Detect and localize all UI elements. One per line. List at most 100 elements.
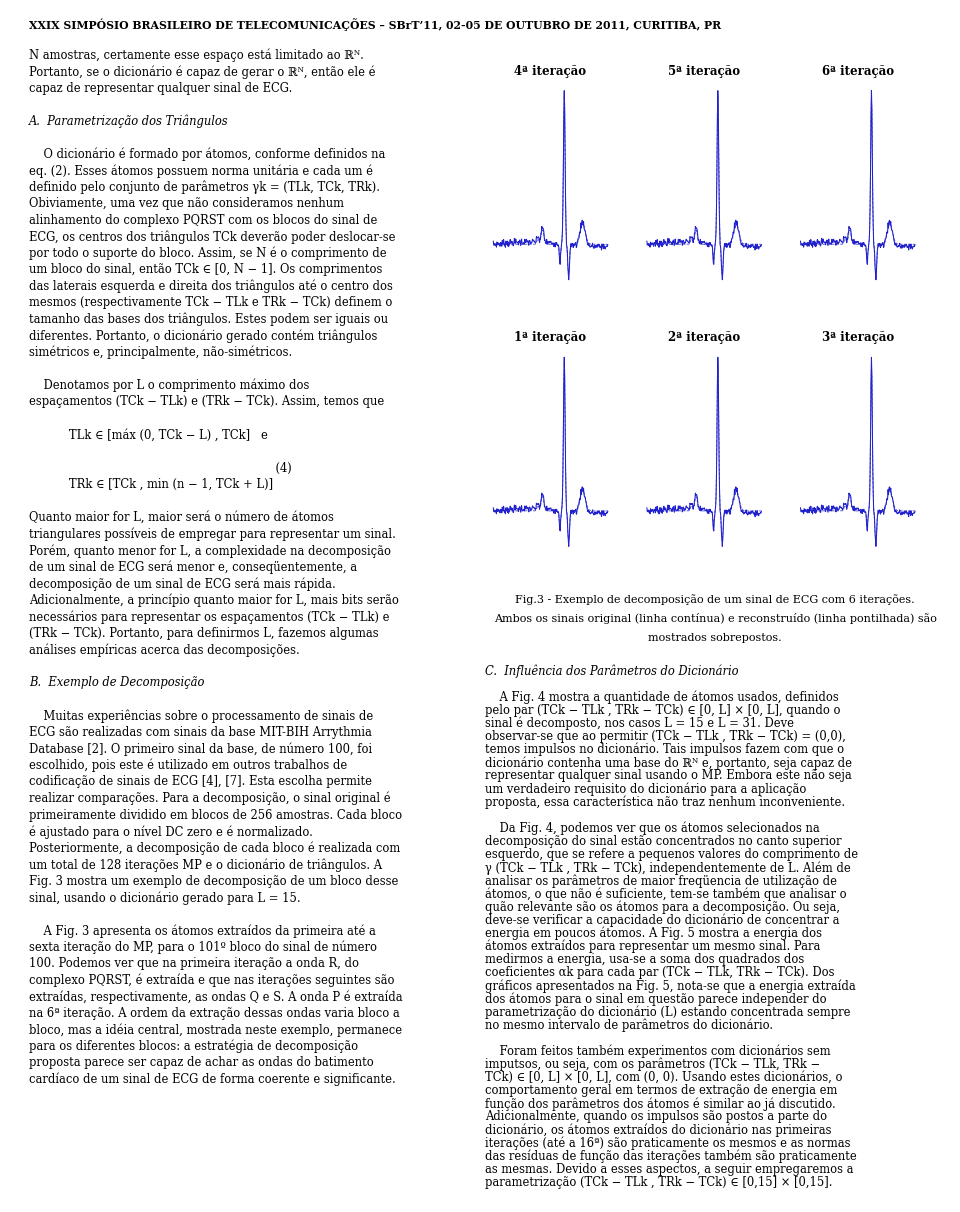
Text: Fig.3 - Exemplo de decomposição de um sinal de ECG com 6 iterações.: Fig.3 - Exemplo de decomposição de um si… — [516, 594, 915, 605]
Text: quão relevante são os átomos para a decomposição. Ou seja,: quão relevante são os átomos para a deco… — [485, 901, 840, 914]
Text: pelo par (TCk − TLk , TRk − TCk) ∈ [0, L] × [0, L], quando o: pelo par (TCk − TLk , TRk − TCk) ∈ [0, L… — [485, 703, 840, 716]
Text: decomposição do sinal estão concentrados no canto superior: decomposição do sinal estão concentrados… — [485, 835, 841, 848]
Text: 1ª iteração: 1ª iteração — [515, 331, 587, 344]
Text: proposta, essa característica não traz nenhum inconveniente.: proposta, essa característica não traz n… — [485, 795, 845, 808]
Text: TCk) ∈ [0, L] × [0, L], com (0, 0). Usando estes dicionários, o: TCk) ∈ [0, L] × [0, L], com (0, 0). Usan… — [485, 1071, 842, 1084]
Text: deve-se verificar a capacidade do dicionário de concentrar a: deve-se verificar a capacidade do dicion… — [485, 914, 839, 927]
Text: (4): (4) — [29, 462, 292, 475]
Text: definido pelo conjunto de parâmetros γk = (TLk, TCk, TRk).: definido pelo conjunto de parâmetros γk … — [29, 181, 380, 194]
Text: temos impulsos no dicionário. Tais impulsos fazem com que o: temos impulsos no dicionário. Tais impul… — [485, 743, 844, 756]
Text: para os diferentes blocos: a estratégia de decomposição: para os diferentes blocos: a estratégia … — [29, 1040, 358, 1053]
Text: de um sinal de ECG será menor e, conseqüentemente, a: de um sinal de ECG será menor e, conseqü… — [29, 561, 357, 574]
Text: bloco, mas a idéia central, mostrada neste exemplo, permanece: bloco, mas a idéia central, mostrada nes… — [29, 1023, 402, 1036]
Text: função dos parâmetros dos átomos é similar ao já discutido.: função dos parâmetros dos átomos é simil… — [485, 1097, 835, 1110]
Text: B.  Exemplo de Decomposição: B. Exemplo de Decomposição — [29, 676, 204, 690]
Text: 4ª iteração: 4ª iteração — [515, 64, 587, 78]
Text: analisar os parâmetros de maior freqüencia de utilização de: analisar os parâmetros de maior freqüenc… — [485, 874, 837, 887]
Text: triangulares possíveis de empregar para representar um sinal.: triangulares possíveis de empregar para … — [29, 527, 396, 541]
Text: Adicionalmente, quando os impulsos são postos a parte do: Adicionalmente, quando os impulsos são p… — [485, 1110, 827, 1124]
Text: parametrização (TCk − TLk , TRk − TCk) ∈ [0,15] × [0,15].: parametrização (TCk − TLk , TRk − TCk) ∈… — [485, 1176, 832, 1189]
Text: Da Fig. 4, podemos ver que os átomos selecionados na: Da Fig. 4, podemos ver que os átomos sel… — [485, 822, 820, 835]
Text: codificação de sinais de ECG [4], [7]. Esta escolha permite: codificação de sinais de ECG [4], [7]. E… — [29, 776, 372, 789]
Text: um total de 128 iterações MP e o dicionário de triângulos. A: um total de 128 iterações MP e o dicioná… — [29, 858, 382, 871]
Text: XXIX SIMPÓSIO BRASILEIRO DE TELECOMUNICAÇÕES – SBrT’11, 02-05 DE OUTUBRO DE 2011: XXIX SIMPÓSIO BRASILEIRO DE TELECOMUNICA… — [29, 18, 721, 32]
Text: 100. Podemos ver que na primeira iteração a onda R, do: 100. Podemos ver que na primeira iteraçã… — [29, 957, 359, 971]
Text: Foram feitos também experimentos com dicionários sem: Foram feitos também experimentos com dic… — [485, 1045, 830, 1058]
Text: das laterais esquerda e direita dos triângulos até o centro dos: das laterais esquerda e direita dos triâ… — [29, 280, 393, 293]
Text: dicionário contenha uma base do ℝᴺ e, portanto, seja capaz de: dicionário contenha uma base do ℝᴺ e, po… — [485, 756, 852, 770]
Text: sinal é decomposto, nos casos L = 15 e L = 31. Deve: sinal é decomposto, nos casos L = 15 e L… — [485, 716, 794, 730]
Text: esquerdo, que se refere a pequenos valores do comprimento de: esquerdo, que se refere a pequenos valor… — [485, 848, 858, 861]
Text: Fig. 3 mostra um exemplo de decomposição de um bloco desse: Fig. 3 mostra um exemplo de decomposição… — [29, 875, 398, 887]
Text: coeficientes αk para cada par (TCk − TLk, TRk − TCk). Dos: coeficientes αk para cada par (TCk − TLk… — [485, 966, 834, 979]
Text: 6ª iteração: 6ª iteração — [822, 64, 894, 78]
Text: Portanto, se o dicionário é capaz de gerar o ℝᴺ, então ele é: Portanto, se o dicionário é capaz de ger… — [29, 65, 375, 79]
Text: diferentes. Portanto, o dicionário gerado contém triângulos: diferentes. Portanto, o dicionário gerad… — [29, 330, 377, 343]
Text: tamanho das bases dos triângulos. Estes podem ser iguais ou: tamanho das bases dos triângulos. Estes … — [29, 313, 388, 326]
Text: TRk ∈ [TCk , min (n − 1, TCk + L)]: TRk ∈ [TCk , min (n − 1, TCk + L)] — [29, 478, 273, 491]
Text: análises empíricas acerca das decomposições.: análises empíricas acerca das decomposiç… — [29, 644, 300, 657]
Text: imputsos, ou seja, com os parâmetros (TCk − TLk, TRk −: imputsos, ou seja, com os parâmetros (TC… — [485, 1058, 820, 1071]
Text: sexta iteração do MP, para o 101º bloco do sinal de número: sexta iteração do MP, para o 101º bloco … — [29, 941, 376, 954]
Text: dicionário, os átomos extraídos do dicionário nas primeiras: dicionário, os átomos extraídos do dicio… — [485, 1124, 831, 1137]
Text: N amostras, certamente esse espaço está limitado ao ℝᴺ.: N amostras, certamente esse espaço está … — [29, 48, 364, 62]
Text: Obiviamente, uma vez que não consideramos nenhum: Obiviamente, uma vez que não consideramo… — [29, 198, 344, 210]
Text: é ajustado para o nível DC zero e é normalizado.: é ajustado para o nível DC zero e é norm… — [29, 825, 313, 839]
Text: mesmos (respectivamente TCk − TLk e TRk − TCk) definem o: mesmos (respectivamente TCk − TLk e TRk … — [29, 296, 393, 309]
Text: energia em poucos átomos. A Fig. 5 mostra a energia dos: energia em poucos átomos. A Fig. 5 mostr… — [485, 927, 822, 941]
Text: parametrização do dicionário (L) estando concentrada sempre: parametrização do dicionário (L) estando… — [485, 1006, 851, 1019]
Text: 3ª iteração: 3ª iteração — [822, 331, 894, 344]
Text: complexo PQRST, é extraída e que nas iterações seguintes são: complexo PQRST, é extraída e que nas ite… — [29, 973, 395, 988]
Text: no mesmo intervalo de parâmetros do dicionário.: no mesmo intervalo de parâmetros do dici… — [485, 1018, 773, 1033]
Text: cardíaco de um sinal de ECG de forma coerente e significante.: cardíaco de um sinal de ECG de forma coe… — [29, 1073, 396, 1086]
Text: medirmos a energia, usa-se a soma dos quadrados dos: medirmos a energia, usa-se a soma dos qu… — [485, 953, 804, 966]
Text: escolhido, pois este é utilizado em outros trabalhos de: escolhido, pois este é utilizado em outr… — [29, 759, 348, 772]
Text: C.  Influência dos Parâmetros do Dicionário: C. Influência dos Parâmetros do Dicionár… — [485, 664, 738, 678]
Text: átomos extraídos para representar um mesmo sinal. Para: átomos extraídos para representar um mes… — [485, 939, 820, 954]
Text: necessários para representar os espaçamentos (TCk − TLk) e: necessários para representar os espaçame… — [29, 611, 390, 624]
Text: 5ª iteração: 5ª iteração — [668, 64, 740, 78]
Text: ECG, os centros dos triângulos TCk deverão poder deslocar-se: ECG, os centros dos triângulos TCk dever… — [29, 230, 396, 244]
Text: TLk ∈ [máx (0, TCk − L) , TCk]   e: TLk ∈ [máx (0, TCk − L) , TCk] e — [29, 429, 268, 441]
Text: Denotamos por L o comprimento máximo dos: Denotamos por L o comprimento máximo dos — [29, 379, 309, 393]
Text: simétricos e, principalmente, não-simétricos.: simétricos e, principalmente, não-simétr… — [29, 345, 292, 360]
Text: espaçamentos (TCk − TLk) e (TRk − TCk). Assim, temos que: espaçamentos (TCk − TLk) e (TRk − TCk). … — [29, 395, 384, 408]
Text: gráficos apresentados na Fig. 5, nota-se que a energia extraída: gráficos apresentados na Fig. 5, nota-se… — [485, 979, 855, 993]
Text: A.  Parametrização dos Triângulos: A. Parametrização dos Triângulos — [29, 115, 228, 128]
Text: extraídas, respectivamente, as ondas Q e S. A onda P é extraída: extraídas, respectivamente, as ondas Q e… — [29, 990, 402, 1004]
Text: (TRk − TCk). Portanto, para definirmos L, fazemos algumas: (TRk − TCk). Portanto, para definirmos L… — [29, 627, 378, 640]
Text: comportamento geral em termos de extração de energia em: comportamento geral em termos de extraçã… — [485, 1085, 837, 1097]
Text: primeiramente dividido em blocos de 256 amostras. Cada bloco: primeiramente dividido em blocos de 256 … — [29, 808, 402, 822]
Text: realizar comparações. Para a decomposição, o sinal original é: realizar comparações. Para a decomposiçã… — [29, 791, 391, 806]
Text: Ambos os sinais original (linha contínua) e reconstruído (linha pontilhada) são: Ambos os sinais original (linha contínua… — [493, 613, 937, 624]
Text: mostrados sobrepostos.: mostrados sobrepostos. — [648, 633, 782, 642]
Text: A Fig. 3 apresenta os átomos extraídos da primeira até a: A Fig. 3 apresenta os átomos extraídos d… — [29, 925, 375, 938]
Text: Quanto maior for L, maior será o número de átomos: Quanto maior for L, maior será o número … — [29, 511, 334, 524]
Text: proposta parece ser capaz de achar as ondas do batimento: proposta parece ser capaz de achar as on… — [29, 1057, 373, 1069]
Text: eq. (2). Esses átomos possuem norma unitária e cada um é: eq. (2). Esses átomos possuem norma unit… — [29, 164, 372, 178]
Text: dos átomos para o sinal em questão parece independer do: dos átomos para o sinal em questão parec… — [485, 993, 827, 1006]
Text: das resíduas de função das iterações também são praticamente: das resíduas de função das iterações tam… — [485, 1150, 856, 1164]
Text: 2ª iteração: 2ª iteração — [668, 331, 740, 344]
Text: γ (TCk − TLk , TRk − TCk), independentemente de L. Além de: γ (TCk − TLk , TRk − TCk), independentem… — [485, 861, 851, 875]
Text: na 6ª iteração. A ordem da extração dessas ondas varia bloco a: na 6ª iteração. A ordem da extração dess… — [29, 1007, 399, 1019]
Text: as mesmas. Devido a esses aspectos, a seguir empregaremos a: as mesmas. Devido a esses aspectos, a se… — [485, 1164, 853, 1176]
Text: alinhamento do complexo PQRST com os blocos do sinal de: alinhamento do complexo PQRST com os blo… — [29, 213, 377, 227]
Text: um bloco do sinal, então TCk ∈ [0, N − 1]. Os comprimentos: um bloco do sinal, então TCk ∈ [0, N − 1… — [29, 263, 382, 276]
Text: decomposição de um sinal de ECG será mais rápida.: decomposição de um sinal de ECG será mai… — [29, 577, 336, 590]
Text: Database [2]. O primeiro sinal da base, de número 100, foi: Database [2]. O primeiro sinal da base, … — [29, 743, 372, 756]
Text: A Fig. 4 mostra a quantidade de átomos usados, definidos: A Fig. 4 mostra a quantidade de átomos u… — [485, 691, 838, 704]
Text: capaz de representar qualquer sinal de ECG.: capaz de representar qualquer sinal de E… — [29, 81, 292, 95]
Text: representar qualquer sinal usando o MP. Embora este não seja: representar qualquer sinal usando o MP. … — [485, 770, 852, 782]
Text: ECG são realizadas com sinais da base MIT-BIH Arrythmia: ECG são realizadas com sinais da base MI… — [29, 726, 372, 739]
Text: observar-se que ao permitir (TCk − TLk , TRk − TCk) = (0,0),: observar-se que ao permitir (TCk − TLk ,… — [485, 730, 846, 743]
Text: um verdadeiro requisito do dicionário para a aplicação: um verdadeiro requisito do dicionário pa… — [485, 782, 806, 796]
Text: átomos, o que não é suficiente, tem-se também que analisar o: átomos, o que não é suficiente, tem-se t… — [485, 887, 847, 901]
Text: Posteriormente, a decomposição de cada bloco é realizada com: Posteriormente, a decomposição de cada b… — [29, 841, 400, 854]
Text: por todo o suporte do bloco. Assim, se N é o comprimento de: por todo o suporte do bloco. Assim, se N… — [29, 247, 387, 261]
Text: iterações (até a 16ª) são praticamente os mesmos e as normas: iterações (até a 16ª) são praticamente o… — [485, 1137, 851, 1150]
Text: sinal, usando o dicionário gerado para L = 15.: sinal, usando o dicionário gerado para L… — [29, 891, 300, 904]
Text: Muitas experiências sobre o processamento de sinais de: Muitas experiências sobre o processament… — [29, 709, 373, 722]
Text: O dicionário é formado por átomos, conforme definidos na: O dicionário é formado por átomos, confo… — [29, 148, 385, 161]
Text: Porém, quanto menor for L, a complexidade na decomposição: Porém, quanto menor for L, a complexidad… — [29, 544, 391, 558]
